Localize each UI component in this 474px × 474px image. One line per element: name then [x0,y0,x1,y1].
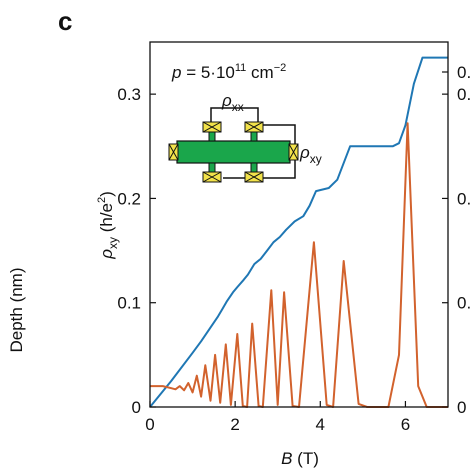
series-rho_xx [150,122,448,408]
contacts [168,121,299,183]
arm-bottom-left [208,162,216,173]
contact-bottom-right [244,171,264,183]
y-tick-label: 0 [132,398,141,417]
x-axis-label: B (T) [281,449,319,468]
plot-frame [149,41,449,408]
rho-xx-bracket [210,107,259,125]
y-tick-label: 0.1 [117,294,141,313]
density-annotation: p = 5·1011 cm−2 [171,62,286,82]
right-tick-label: 0. [457,294,471,313]
rho-xx-label: ρxx [221,91,244,114]
y-tick-label: 0.3 [117,85,141,104]
contact-top-left [202,121,222,133]
hall-bar [176,140,291,164]
right-tick-label: 0 [457,398,466,417]
contact-right [288,143,299,161]
right-ticks: 0 0. 0. 0. 0. [442,63,471,417]
right-tick-label: 0. [457,189,471,208]
arm-bottom-right [250,162,258,173]
right-tick-label: 0. [457,63,471,82]
contact-bottom-left [202,171,222,183]
arm-top-left [208,131,216,142]
x-ticks: 0 2 4 6 [145,401,410,434]
hall-bar-inset: ρxx ρxy [168,91,322,183]
panel-label: c [58,6,72,36]
series-rho_xy [149,56,448,408]
plot-area [149,56,448,408]
contact-left [168,143,179,161]
x-tick-label: 6 [401,415,410,434]
y-ticks: 0 0.1 0.2 0.3 [117,85,156,417]
right-tick-label: 0. [457,85,471,104]
arm-top-right [250,131,258,142]
x-tick-label: 0 [145,415,154,434]
contact-top-right [244,121,264,133]
outer-y-axis-label: Depth (nm) [7,267,26,352]
y-axis-label: ρxy (h/e2) [96,191,120,260]
x-tick-label: 4 [316,415,325,434]
x-tick-label: 2 [230,415,239,434]
y-tick-label: 0.2 [117,189,141,208]
rho-xy-label: ρxy [299,143,322,166]
